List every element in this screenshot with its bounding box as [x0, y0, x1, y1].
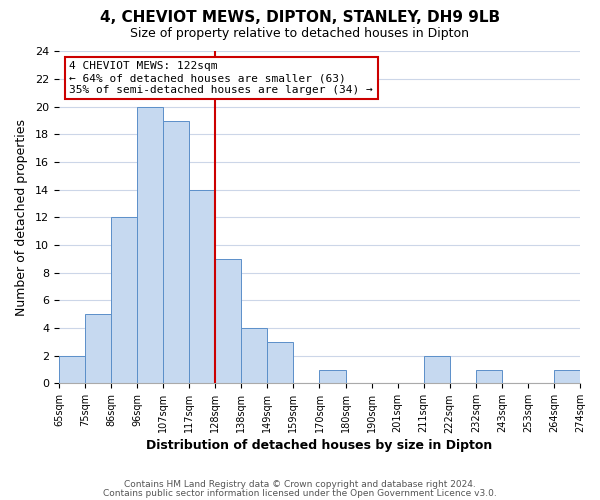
Bar: [241, 328, 268, 384]
Text: 4 CHEVIOT MEWS: 122sqm
← 64% of detached houses are smaller (63)
35% of semi-det: 4 CHEVIOT MEWS: 122sqm ← 64% of detached…: [70, 62, 373, 94]
Bar: [476, 370, 502, 384]
Text: 4, CHEVIOT MEWS, DIPTON, STANLEY, DH9 9LB: 4, CHEVIOT MEWS, DIPTON, STANLEY, DH9 9L…: [100, 10, 500, 25]
Bar: [137, 107, 163, 384]
Bar: [111, 218, 137, 384]
Bar: [59, 356, 85, 384]
Text: Size of property relative to detached houses in Dipton: Size of property relative to detached ho…: [131, 28, 470, 40]
Bar: [163, 120, 189, 384]
Bar: [319, 370, 346, 384]
X-axis label: Distribution of detached houses by size in Dipton: Distribution of detached houses by size …: [146, 440, 493, 452]
Bar: [189, 190, 215, 384]
Bar: [85, 314, 111, 384]
Bar: [268, 342, 293, 384]
Bar: [215, 259, 241, 384]
Text: Contains public sector information licensed under the Open Government Licence v3: Contains public sector information licen…: [103, 489, 497, 498]
Y-axis label: Number of detached properties: Number of detached properties: [15, 119, 28, 316]
Bar: [424, 356, 450, 384]
Bar: [554, 370, 580, 384]
Text: Contains HM Land Registry data © Crown copyright and database right 2024.: Contains HM Land Registry data © Crown c…: [124, 480, 476, 489]
